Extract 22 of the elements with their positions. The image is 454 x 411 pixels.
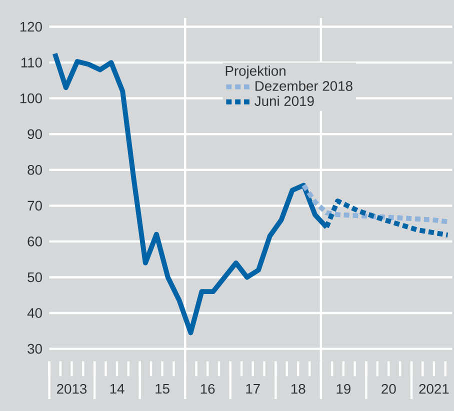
y-tick-label: 50	[28, 272, 42, 282]
x-tick-label: 20	[382, 384, 396, 394]
legend-label: Juni 2019	[254, 96, 314, 106]
y-tick-label: 40	[27, 308, 42, 318]
x-tick-label: 17	[246, 384, 260, 394]
y-tick-label: 90	[28, 129, 42, 139]
x-tick-label: 18	[291, 384, 306, 394]
x-tick-label: 2021	[419, 384, 449, 394]
y-tick-label: 100	[20, 93, 42, 104]
y-tick-label: 80	[28, 164, 42, 175]
y-tick-label: 30	[28, 344, 42, 354]
x-tick-label: 2013	[57, 384, 87, 394]
y-tick-label: 110	[21, 57, 42, 68]
x-tick-label: 14	[110, 384, 124, 394]
legend-title: Projektion	[226, 65, 286, 78]
y-tick-label: 70	[28, 200, 42, 210]
x-tick-label: 16	[200, 384, 215, 394]
y-tick-label: 60	[28, 236, 42, 246]
legend-label: Dezember 2018	[256, 80, 352, 91]
y-tick-label: 120	[20, 22, 42, 32]
x-tick-label: 19	[336, 384, 350, 394]
x-tick-label: 15	[156, 384, 170, 394]
